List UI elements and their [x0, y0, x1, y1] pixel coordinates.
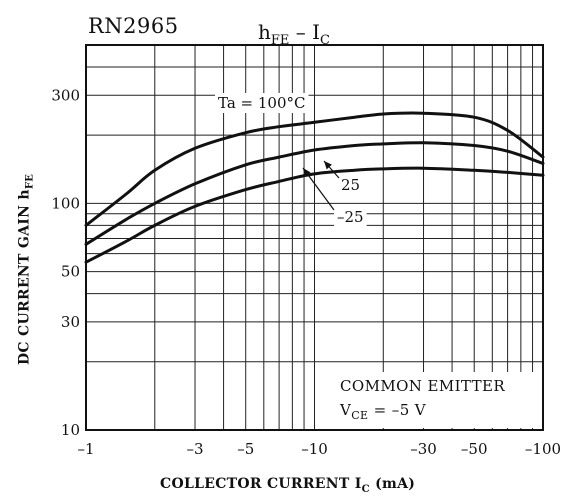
title-sub-c: C: [320, 33, 330, 48]
y-tick-label: 100: [51, 194, 80, 212]
series-arrowhead-2: [303, 168, 311, 177]
annotation-vce: VCE = –5 V: [340, 401, 426, 422]
y-axis-label-text: DC CURRENT GAIN: [16, 204, 33, 366]
series-leader-2: [302, 167, 335, 211]
series-labels: Ta = 100°C 25 –25: [215, 93, 367, 227]
series-label-1: 25: [341, 176, 360, 194]
y-tick-label: 300: [51, 86, 80, 104]
annotation-vce-var: V: [340, 401, 352, 419]
y-tick-label: 30: [61, 313, 80, 331]
series-label-bg-1: [338, 175, 364, 195]
y-axis-label-sub: FE: [24, 173, 36, 190]
chart-title: hFE – IC: [258, 20, 330, 48]
y-tick-label: 50: [61, 263, 80, 281]
annotation-vce-value: = –5 V: [368, 401, 427, 419]
x-tick-label: –5: [237, 440, 254, 458]
tick-labels: –1 –3 –5 –10 –30 –50 –100 10 30 50 100 300: [51, 86, 561, 458]
series-label-bg-0: [215, 93, 309, 113]
x-tick-label: –100: [525, 440, 561, 458]
series-label-2: –25: [337, 208, 364, 226]
title-sub-fe: FE: [270, 33, 290, 48]
x-tick-label: –10: [301, 440, 328, 458]
annotation-common-emitter: COMMON EMITTER: [340, 377, 506, 395]
y-axis-label-var: h: [16, 189, 33, 200]
series-curve-2: [84, 166, 545, 264]
title-dash: –: [295, 20, 306, 44]
y-tick-label: 10: [61, 421, 80, 439]
title-var-h: h: [258, 20, 271, 44]
annotation-background: [334, 372, 540, 428]
y-axis-label: DC CURRENT GAIN hFE: [17, 149, 36, 389]
series-label-0: Ta = 100°C: [218, 94, 306, 112]
x-tick-label: –1: [77, 440, 94, 458]
series-arrowhead-1: [324, 161, 332, 170]
x-tick-label: –30: [410, 440, 437, 458]
x-tick-label: –3: [186, 440, 203, 458]
title-var-i: I: [312, 20, 321, 44]
annotation-vce-sub: CE: [351, 409, 369, 422]
series-curve-0: [84, 111, 545, 227]
series-curves: [84, 111, 545, 264]
series-curve-1: [84, 141, 545, 246]
part-number: RN2965: [88, 14, 179, 38]
x-axis-label-var: I: [354, 476, 362, 492]
plot-frame: [85, 44, 544, 431]
x-tick-label: –50: [461, 440, 488, 458]
x-axis-label-sub: C: [361, 483, 370, 495]
x-axis-label-text: COLLECTOR CURRENT: [160, 476, 350, 492]
x-axis-label: COLLECTOR CURRENT IC (mA): [160, 476, 415, 495]
x-axis-label-unit: (mA): [375, 476, 416, 492]
series-label-bg-2: [334, 207, 367, 227]
